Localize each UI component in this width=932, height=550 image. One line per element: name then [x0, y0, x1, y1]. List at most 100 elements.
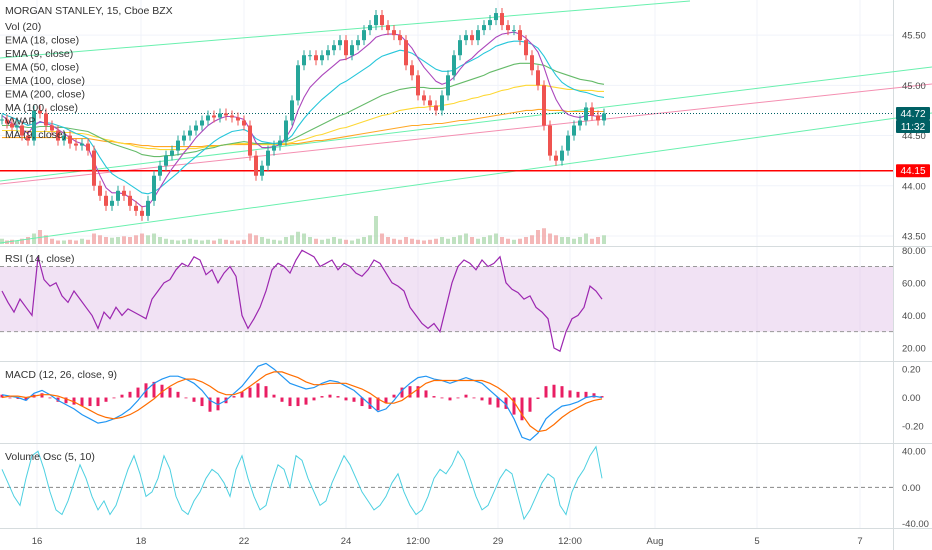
candle-body	[272, 145, 276, 151]
volume-bar	[194, 239, 198, 244]
volume-bar	[164, 238, 168, 244]
rsi-pane[interactable]: RSI (14, close) 80.00 60.00 40.00 20.00	[0, 246, 926, 355]
volume-bar	[170, 239, 174, 244]
volume-bar	[596, 237, 600, 244]
candle-body	[482, 25, 486, 31]
candle-body	[20, 125, 24, 136]
candle-body	[494, 13, 498, 21]
candle-body	[176, 140, 180, 151]
candle-body	[80, 143, 84, 146]
volume-bar	[62, 240, 66, 244]
candle-body	[512, 30, 516, 32]
candle-body	[452, 55, 456, 76]
candle-body	[458, 40, 462, 56]
indicator-legend[interactable]: MORGAN STANLEY, 15, Cboe BZX Vol (20) EMA …	[5, 5, 173, 141]
price-label-last: 44.72 11:32	[896, 106, 930, 133]
candle-body	[0, 119, 4, 121]
macd-hist-bar	[448, 397, 452, 401]
macd-y-axis[interactable]: 0.20 0.00 -0.20	[902, 365, 924, 433]
macd-hist-bar	[48, 397, 52, 399]
macd-hist-bar	[248, 387, 252, 398]
indicator-label: MA (100, close)	[5, 102, 78, 114]
rsi-title[interactable]: RSI (14, close)	[5, 253, 74, 265]
candle-body	[596, 115, 600, 121]
x-tick-label: Aug	[647, 536, 664, 547]
volume-bar	[74, 240, 78, 244]
indicator-label: EMA (200, close)	[5, 89, 85, 101]
volume-bar	[380, 233, 384, 244]
volume-bar	[128, 237, 132, 244]
volume-bar	[140, 233, 144, 244]
y-tick-label: 44.50	[902, 131, 926, 142]
candle-body	[146, 200, 150, 216]
candle-body	[416, 75, 420, 96]
macd-hist-bar	[216, 397, 220, 411]
volume-bar	[242, 239, 246, 244]
y-tick-label: 0.00	[902, 393, 921, 404]
volume-bar	[332, 237, 336, 244]
macd-hist-bar	[272, 394, 276, 398]
macd-hist-bar	[88, 397, 92, 407]
volume-osc-title[interactable]: Volume Osc (5, 10)	[5, 451, 95, 463]
macd-title[interactable]: MACD (12, 26, close, 9)	[5, 369, 117, 381]
candle-body	[392, 30, 396, 36]
macd-hist-bar	[376, 397, 380, 411]
volume-bar	[530, 235, 534, 244]
indicator-label: MA (9, close)	[5, 129, 66, 141]
macd-hist-bar	[464, 394, 468, 398]
volume-bar	[278, 240, 282, 244]
x-tick-label: 24	[341, 536, 352, 547]
macd-hist-bar	[384, 397, 388, 404]
candle-body	[284, 120, 288, 141]
price-y-axis[interactable]: 45.50 45.00 44.50 44.00 43.50	[902, 31, 926, 243]
candle-body	[56, 130, 60, 141]
volume-osc-pane[interactable]: Volume Osc (5, 10) 40.00 0.00 -40.00	[0, 445, 929, 530]
moving-average-lines	[1, 31, 605, 208]
candle-body	[584, 107, 588, 121]
time-axis[interactable]: 16 18 22 24 12:00 29 12:00 Aug 5 7	[32, 536, 863, 547]
price-pane[interactable]: 45.50 45.00 44.50 44.00 43.50 44.72 11:32 44…	[0, 0, 932, 244]
candle-body	[134, 205, 138, 211]
mid-channel-line	[0, 66, 932, 182]
volume-bar	[476, 238, 480, 244]
macd-hist-bar	[424, 390, 428, 398]
candle-body	[578, 120, 582, 126]
candle-body	[362, 30, 366, 41]
volume-osc-y-axis[interactable]: 40.00 0.00 -40.00	[902, 447, 929, 530]
candle-body	[314, 55, 318, 61]
volume-bar	[92, 233, 96, 244]
volume-bar	[80, 238, 84, 244]
macd-signal-line	[1, 371, 603, 433]
macd-hist-bar	[368, 397, 372, 409]
macd-hist-bar	[120, 394, 124, 398]
rsi-y-axis[interactable]: 80.00 60.00 40.00 20.00	[902, 246, 926, 355]
volume-bar	[10, 239, 14, 244]
volume-bar	[320, 239, 324, 244]
candle-body	[44, 113, 48, 126]
macd-hist-bar	[456, 397, 460, 399]
y-tick-label: 40.00	[902, 447, 926, 458]
candle-body	[566, 135, 570, 151]
macd-hist-bar	[24, 397, 28, 401]
volume-bar	[254, 235, 258, 244]
volume-bar	[584, 233, 588, 244]
volume-bar	[464, 233, 468, 244]
volume-bar	[206, 239, 210, 244]
volume-bar	[554, 235, 558, 244]
candle-body	[410, 65, 414, 76]
macd-pane[interactable]: MACD (12, 26, close, 9) 0.20 0.00 -0.20	[0, 362, 924, 441]
y-tick-label: 40.00	[902, 311, 926, 322]
candle-body	[602, 113, 606, 121]
volume-bar	[512, 239, 516, 244]
macd-hist-bar	[128, 391, 132, 398]
volume-bar	[356, 238, 360, 244]
candle-body	[248, 125, 252, 156]
trend-lines[interactable]	[0, 0, 932, 244]
volume-bar	[578, 237, 582, 244]
macd-hist-bar	[112, 397, 116, 399]
volume-bar	[434, 238, 438, 244]
candlesticks	[0, 8, 606, 221]
candle-body	[254, 155, 258, 176]
y-tick-label: 0.20	[902, 365, 921, 376]
